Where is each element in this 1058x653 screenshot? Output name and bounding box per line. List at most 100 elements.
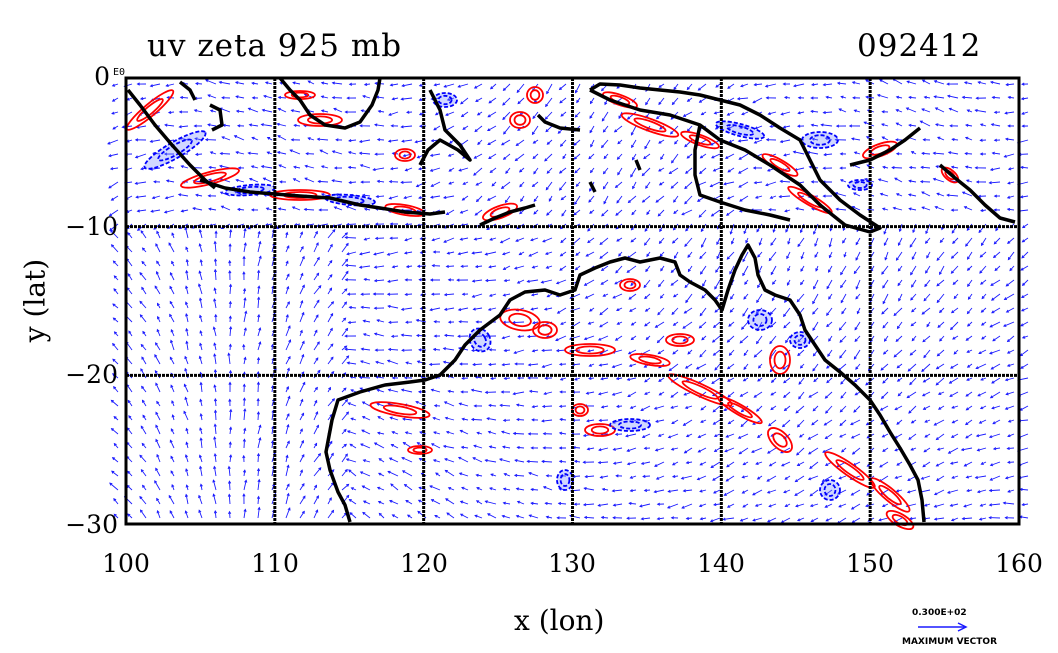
small-island-1 [178, 80, 197, 101]
wind-vector-head [937, 406, 942, 410]
wind-vector-head [853, 270, 857, 275]
wind-vector-head [400, 333, 404, 337]
wind-vector [377, 432, 385, 435]
wind-vector [923, 293, 931, 301]
wind-vector [710, 181, 721, 187]
wind-vector-head [698, 214, 702, 218]
wind-vector [989, 181, 1001, 184]
wind-vector-head [460, 264, 464, 268]
wind-vector-head [242, 383, 246, 387]
wind-vector-head [344, 347, 348, 351]
wind-vector-head [894, 475, 898, 479]
wind-vector-head [855, 242, 859, 246]
negative-vorticity-contour [747, 309, 773, 331]
wind-vector [499, 458, 511, 463]
wind-vector-head [314, 329, 318, 333]
wind-vector [444, 83, 455, 88]
wind-vector [590, 139, 595, 147]
wind-vector [110, 167, 119, 170]
wind-vector-head [670, 394, 674, 398]
wind-vector-head [953, 351, 957, 355]
wind-vector-head [684, 365, 689, 369]
wind-vector-head [764, 84, 769, 88]
wind-vector-head [277, 135, 281, 139]
wind-vector [169, 301, 175, 309]
wind-vector-head [155, 342, 158, 346]
wind-vector-head [156, 230, 160, 234]
wind-vector-head [741, 112, 745, 116]
wind-vector-head [907, 193, 912, 197]
wind-vector-head [908, 207, 912, 211]
wind-vector [934, 96, 945, 99]
wind-vector-head [911, 338, 915, 342]
wind-vector [921, 206, 931, 211]
wind-vector-head [699, 517, 703, 521]
wind-vector-head [840, 284, 844, 289]
wind-vector [360, 164, 371, 169]
wind-vector-head [141, 385, 145, 389]
wind-vector [257, 425, 261, 435]
wind-vector [768, 251, 777, 261]
wind-vector [658, 167, 665, 172]
wind-vector [668, 433, 679, 438]
wind-vector-head [645, 268, 649, 273]
wind-vector-head [170, 384, 174, 388]
wind-vector-head [966, 349, 970, 353]
wind-vector [293, 178, 301, 183]
wind-vector [612, 391, 623, 396]
wind-vector [361, 306, 371, 309]
wind-vector [489, 487, 497, 491]
wind-vector-head [548, 198, 552, 202]
wind-vector [921, 363, 931, 372]
wind-vector-head [362, 333, 367, 337]
wind-vector [170, 329, 175, 337]
wind-vector [327, 260, 333, 267]
wind-vector-head [108, 154, 112, 158]
wind-vector [278, 208, 287, 211]
wind-vector [361, 348, 371, 351]
wind-vector [947, 489, 959, 494]
wind-vector [782, 419, 791, 428]
wind-vector [759, 237, 763, 246]
wind-vector-head [462, 181, 466, 185]
wind-vector-head [967, 296, 971, 300]
wind-vector [767, 447, 777, 454]
wind-vector-head [672, 322, 677, 326]
wind-vector [812, 405, 819, 412]
wind-vector-head [169, 300, 173, 305]
wind-vector [459, 403, 469, 407]
wind-vector [249, 178, 259, 183]
wind-vector [519, 167, 525, 173]
wind-vector [401, 389, 413, 393]
wind-vector [601, 139, 609, 148]
wind-vector-head [792, 150, 797, 154]
wind-vector-head [588, 199, 592, 203]
wind-vector-head [165, 83, 169, 88]
wind-vector [892, 78, 903, 85]
wind-vector [431, 389, 441, 393]
wind-vector [796, 447, 805, 456]
wind-vector [362, 401, 371, 407]
wind-vector-head [754, 503, 759, 507]
wind-vector-head [447, 487, 452, 490]
wind-vector-head [881, 136, 885, 140]
wind-vector [925, 265, 931, 274]
wind-vector [346, 458, 357, 463]
wind-vector-head [685, 228, 689, 232]
wind-vector [696, 363, 707, 370]
wind-vector-head [629, 475, 633, 479]
wind-vector-head [286, 464, 290, 468]
wind-vector-head [458, 320, 462, 324]
wind-vector-head [256, 495, 261, 499]
wind-vector [826, 377, 833, 383]
wind-vector-head [853, 409, 857, 413]
wind-vector-head [456, 278, 460, 282]
wind-vector [362, 512, 371, 519]
wind-vector-head [671, 240, 676, 244]
wind-vector [896, 193, 903, 197]
wind-vector-head [884, 257, 888, 261]
wind-vector-head [474, 129, 478, 133]
wind-vector [402, 470, 413, 477]
wind-vector-head [360, 292, 364, 296]
wind-vector-head [702, 283, 706, 287]
